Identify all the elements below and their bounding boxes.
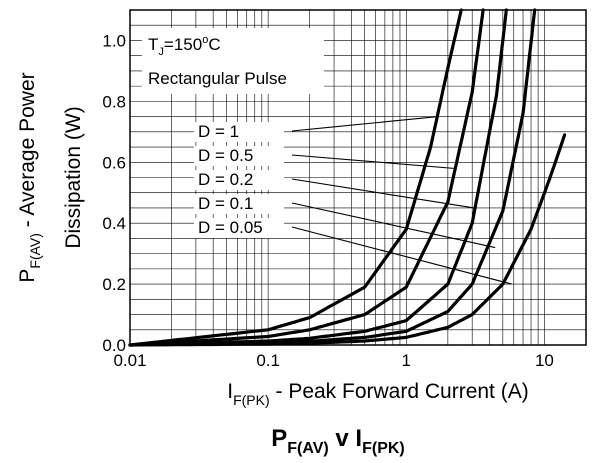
- chart-title: PF(AV) v IF(PK): [271, 425, 405, 457]
- series-leader-line: [291, 178, 475, 209]
- y-axis-label-line2: Dissipation (W): [62, 106, 85, 248]
- x-tick-label: 0.01: [113, 351, 146, 370]
- series-label: D = 0.05: [198, 218, 263, 237]
- x-tick-label: 1: [402, 351, 411, 370]
- series-line: [128, 8, 508, 347]
- series-leader-line: [291, 154, 454, 169]
- x-tick-label: 0.1: [256, 351, 280, 370]
- series-label: D = 1: [198, 122, 239, 141]
- y-tick-label: 0.2: [102, 275, 126, 294]
- pulse-type-annotation: Rectangular Pulse: [148, 69, 287, 88]
- plot-frame: [129, 9, 587, 346]
- y-tick-label: 0.0: [102, 336, 126, 355]
- series-label-background: [194, 146, 284, 166]
- x-tick-label: 10: [535, 351, 554, 370]
- y-tick-label: 1.0: [102, 31, 126, 50]
- series-line: [128, 133, 567, 347]
- series-label-background: [194, 218, 284, 238]
- series-leader-line: [291, 116, 439, 132]
- series-label: D = 0.5: [198, 146, 253, 165]
- series-line: [128, 8, 463, 347]
- series-leader-line: [291, 226, 512, 285]
- y-tick-label: 0.4: [102, 214, 126, 233]
- x-axis-label: IF(PK) - Peak Forward Current (A): [227, 380, 528, 408]
- series-label: D = 0.2: [198, 170, 253, 189]
- annotation-background: [142, 28, 324, 94]
- series-line: [128, 8, 485, 347]
- y-tick-label: 0.6: [102, 153, 126, 172]
- annotations: TJ=150oC Rectangular Pulse: [142, 28, 324, 94]
- series-label-background: [194, 122, 284, 142]
- series-leader-line: [291, 202, 496, 249]
- y-tick-label: 0.8: [102, 92, 126, 111]
- series-label-background: [194, 194, 284, 214]
- y-axis-label-line1: PF(AV) - Average Power: [16, 72, 43, 282]
- series-labels: D = 1 D = 0.5 D = 0.2 D = 0.1 D = 0.05: [194, 116, 512, 285]
- tick-labels: 0.01 0.1 1 10 0.0 0.2 0.4 0.6 0.8 1.0: [102, 31, 554, 370]
- series-label-background: [194, 170, 284, 190]
- series-label: D = 0.1: [198, 194, 253, 213]
- series-curves: [128, 8, 567, 347]
- junction-temperature-annotation: TJ=150oC: [148, 34, 221, 58]
